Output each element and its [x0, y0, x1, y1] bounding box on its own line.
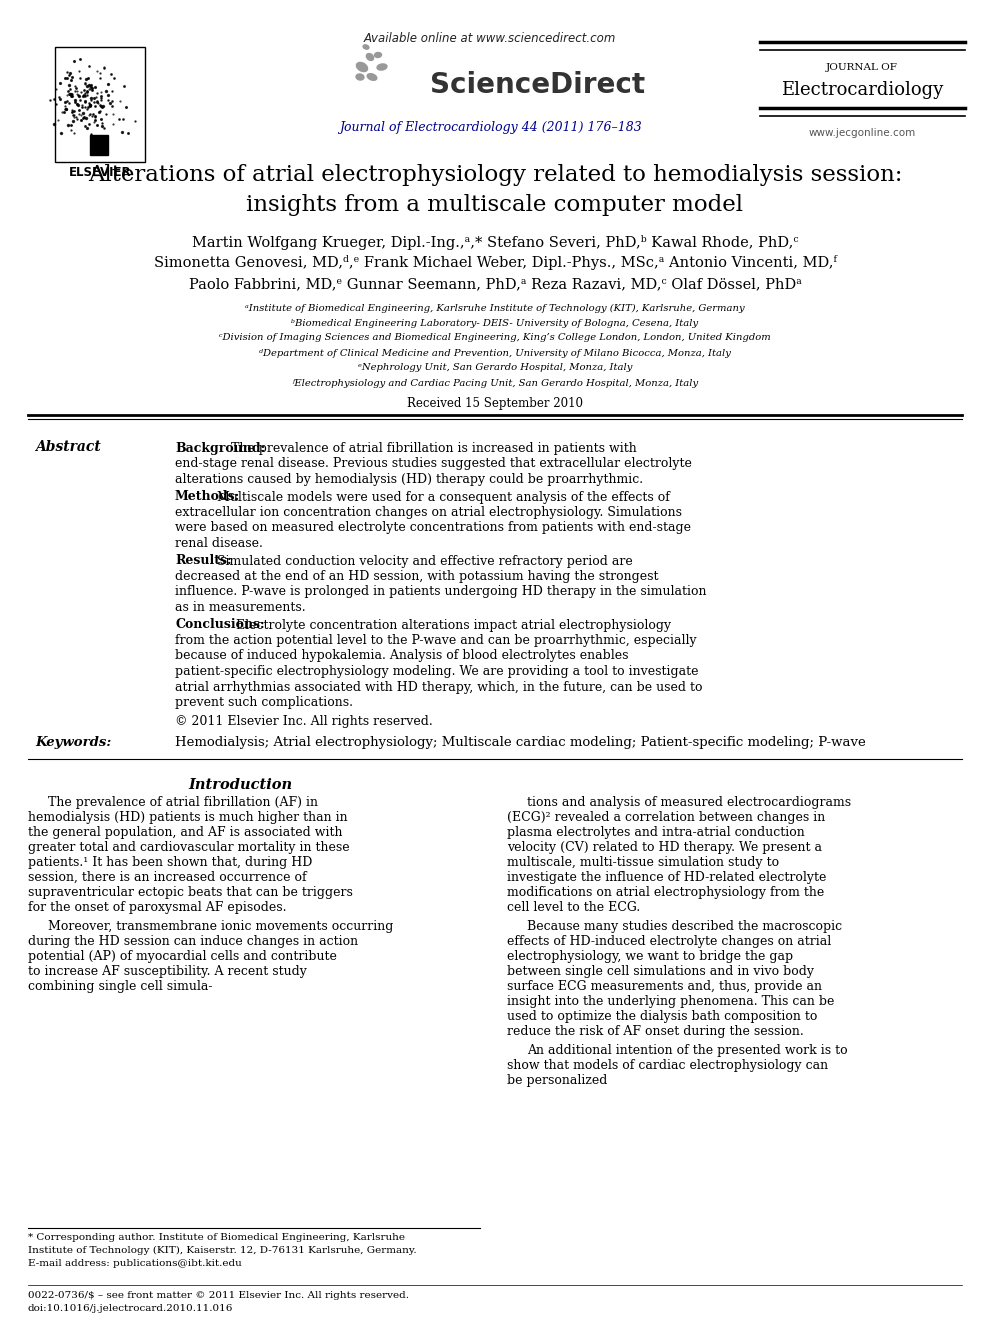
Text: session, there is an increased occurrence of: session, there is an increased occurrenc…: [28, 871, 307, 884]
Text: investigate the influence of HD-related electrolyte: investigate the influence of HD-related …: [507, 871, 827, 884]
Text: alterations caused by hemodialysis (HD) therapy could be proarrhythmic.: alterations caused by hemodialysis (HD) …: [175, 473, 644, 486]
Text: ᶜDivision of Imaging Sciences and Biomedical Engineering, King’s College London,: ᶜDivision of Imaging Sciences and Biomed…: [219, 334, 771, 342]
Text: ᵇBiomedical Engineering Laboratory- DEIS- University of Bologna, Cesena, Italy: ᵇBiomedical Engineering Laboratory- DEIS…: [291, 318, 699, 327]
Text: greater total and cardiovascular mortality in these: greater total and cardiovascular mortali…: [28, 841, 349, 854]
Text: hemodialysis (HD) patients is much higher than in: hemodialysis (HD) patients is much highe…: [28, 810, 347, 824]
Text: ᶠElectrophysiology and Cardiac Pacing Unit, San Gerardo Hospital, Monza, Italy: ᶠElectrophysiology and Cardiac Pacing Un…: [292, 379, 698, 388]
Text: Alterations of atrial electrophysiology related to hemodialysis session:: Alterations of atrial electrophysiology …: [88, 164, 902, 186]
Text: Available online at www.sciencedirect.com: Available online at www.sciencedirect.co…: [363, 32, 616, 45]
Text: from the action potential level to the P-wave and can be proarrhythmic, especial: from the action potential level to the P…: [175, 634, 697, 647]
Text: Results:: Results:: [175, 554, 232, 568]
Text: during the HD session can induce changes in action: during the HD session can induce changes…: [28, 935, 358, 948]
Text: potential (AP) of myocardial cells and contribute: potential (AP) of myocardial cells and c…: [28, 950, 337, 964]
Ellipse shape: [356, 62, 367, 71]
Text: the general population, and AF is associated with: the general population, and AF is associ…: [28, 826, 343, 840]
Text: reduce the risk of AF onset during the session.: reduce the risk of AF onset during the s…: [507, 1026, 804, 1038]
Text: Introduction: Introduction: [188, 777, 292, 792]
Text: Conclusions:: Conclusions:: [175, 619, 264, 631]
Text: doi:10.1016/j.jelectrocard.2010.11.016: doi:10.1016/j.jelectrocard.2010.11.016: [28, 1304, 234, 1313]
Text: combining single cell simula-: combining single cell simula-: [28, 979, 213, 993]
Text: insights from a multiscale computer model: insights from a multiscale computer mode…: [247, 194, 743, 216]
Text: Institute of Technology (KIT), Kaiserstr. 12, D-76131 Karlsruhe, Germany.: Institute of Technology (KIT), Kaiserstr…: [28, 1246, 417, 1255]
Text: multiscale, multi-tissue simulation study to: multiscale, multi-tissue simulation stud…: [507, 855, 779, 869]
Ellipse shape: [366, 54, 373, 61]
Text: Moreover, transmembrane ionic movements occurring: Moreover, transmembrane ionic movements …: [48, 920, 393, 933]
Text: atrial arrhythmias associated with HD therapy, which, in the future, can be used: atrial arrhythmias associated with HD th…: [175, 681, 703, 693]
Text: effects of HD-induced electrolyte changes on atrial: effects of HD-induced electrolyte change…: [507, 935, 832, 948]
Text: Paolo Fabbrini, MD,ᵉ Gunnar Seemann, PhD,ᵃ Reza Razavi, MD,ᶜ Olaf Dössel, PhDᵃ: Paolo Fabbrini, MD,ᵉ Gunnar Seemann, PhD…: [188, 277, 802, 290]
Text: modifications on atrial electrophysiology from the: modifications on atrial electrophysiolog…: [507, 886, 825, 899]
Text: influence. P-wave is prolonged in patients undergoing HD therapy in the simulati: influence. P-wave is prolonged in patien…: [175, 586, 707, 598]
Text: Electrolyte concentration alterations impact atrial electrophysiology: Electrolyte concentration alterations im…: [233, 619, 671, 631]
Text: © 2011 Elsevier Inc. All rights reserved.: © 2011 Elsevier Inc. All rights reserved…: [175, 714, 433, 727]
Text: (ECG)² revealed a correlation between changes in: (ECG)² revealed a correlation between ch…: [507, 810, 826, 824]
Text: Methods:: Methods:: [175, 491, 241, 503]
Text: JOURNAL OF: JOURNAL OF: [826, 62, 898, 71]
Text: renal disease.: renal disease.: [175, 537, 263, 550]
Text: supraventricular ectopic beats that can be triggers: supraventricular ectopic beats that can …: [28, 886, 352, 899]
Text: The prevalence of atrial fibrillation (AF) in: The prevalence of atrial fibrillation (A…: [48, 796, 318, 809]
Text: Keywords:: Keywords:: [35, 737, 111, 748]
Text: be personalized: be personalized: [507, 1074, 608, 1086]
Text: were based on measured electrolyte concentrations from patients with end-stage: were based on measured electrolyte conce…: [175, 521, 691, 535]
Text: ᵈDepartment of Clinical Medicine and Prevention, University of Milano Bicocca, M: ᵈDepartment of Clinical Medicine and Pre…: [259, 348, 731, 358]
Text: Hemodialysis; Atrial electrophysiology; Multiscale cardiac modeling; Patient-spe: Hemodialysis; Atrial electrophysiology; …: [175, 737, 865, 748]
Ellipse shape: [356, 74, 364, 81]
Text: as in measurements.: as in measurements.: [175, 601, 306, 614]
Text: 0022-0736/$ – see front matter © 2011 Elsevier Inc. All rights reserved.: 0022-0736/$ – see front matter © 2011 El…: [28, 1291, 409, 1300]
Text: Background:: Background:: [175, 442, 265, 455]
Text: decreased at the end of an HD session, with potassium having the strongest: decreased at the end of an HD session, w…: [175, 570, 658, 583]
Text: show that models of cardiac electrophysiology can: show that models of cardiac electrophysi…: [507, 1059, 828, 1072]
Text: Simulated conduction velocity and effective refractory period are: Simulated conduction velocity and effect…: [213, 554, 633, 568]
Text: used to optimize the dialysis bath composition to: used to optimize the dialysis bath compo…: [507, 1010, 818, 1023]
Ellipse shape: [367, 74, 377, 81]
Text: extracellular ion concentration changes on atrial electrophysiology. Simulations: extracellular ion concentration changes …: [175, 506, 682, 519]
Text: Simonetta Genovesi, MD,ᵈ,ᵉ Frank Michael Weber, Dipl.-Phys., MSc,ᵃ Antonio Vince: Simonetta Genovesi, MD,ᵈ,ᵉ Frank Michael…: [153, 256, 837, 271]
Text: The prevalence of atrial fibrillation is increased in patients with: The prevalence of atrial fibrillation is…: [228, 442, 638, 455]
Text: cell level to the ECG.: cell level to the ECG.: [507, 902, 641, 913]
Bar: [90, 135, 108, 154]
Text: Journal of Electrocardiology 44 (2011) 176–183: Journal of Electrocardiology 44 (2011) 1…: [339, 121, 642, 135]
Bar: [55, 48, 145, 162]
Text: Received 15 September 2010: Received 15 September 2010: [407, 397, 583, 411]
Ellipse shape: [377, 63, 387, 70]
Text: electrophysiology, we want to bridge the gap: electrophysiology, we want to bridge the…: [507, 950, 793, 964]
Text: between single cell simulations and in vivo body: between single cell simulations and in v…: [507, 965, 814, 978]
Text: patient-specific electrophysiology modeling. We are providing a tool to investig: patient-specific electrophysiology model…: [175, 665, 699, 678]
Text: plasma electrolytes and intra-atrial conduction: plasma electrolytes and intra-atrial con…: [507, 826, 805, 840]
Text: to increase AF susceptibility. A recent study: to increase AF susceptibility. A recent …: [28, 965, 307, 978]
Text: end-stage renal disease. Previous studies suggested that extracellular electroly: end-stage renal disease. Previous studie…: [175, 458, 692, 470]
Ellipse shape: [363, 45, 369, 49]
Text: Because many studies described the macroscopic: Because many studies described the macro…: [527, 920, 842, 933]
Text: velocity (CV) related to HD therapy. We present a: velocity (CV) related to HD therapy. We …: [507, 841, 822, 854]
Text: because of induced hypokalemia. Analysis of blood electrolytes enables: because of induced hypokalemia. Analysis…: [175, 649, 629, 663]
Text: surface ECG measurements and, thus, provide an: surface ECG measurements and, thus, prov…: [507, 979, 822, 993]
Text: ᵉNephrology Unit, San Gerardo Hospital, Monza, Italy: ᵉNephrology Unit, San Gerardo Hospital, …: [357, 363, 633, 372]
Text: www.jecgonline.com: www.jecgonline.com: [809, 128, 916, 139]
Text: Martin Wolfgang Krueger, Dipl.-Ing.,ᵃ,* Stefano Severi, PhD,ᵇ Kawal Rhode, PhD,ᶜ: Martin Wolfgang Krueger, Dipl.-Ing.,ᵃ,* …: [192, 235, 798, 249]
Text: An additional intention of the presented work is to: An additional intention of the presented…: [527, 1044, 847, 1057]
Text: for the onset of paroxysmal AF episodes.: for the onset of paroxysmal AF episodes.: [28, 902, 286, 913]
Text: prevent such complications.: prevent such complications.: [175, 696, 353, 709]
Ellipse shape: [374, 53, 381, 58]
Text: tions and analysis of measured electrocardiograms: tions and analysis of measured electroca…: [527, 796, 851, 809]
Text: insight into the underlying phenomena. This can be: insight into the underlying phenomena. T…: [507, 995, 835, 1008]
Text: Electrocardiology: Electrocardiology: [781, 81, 943, 99]
Text: E-mail address: publications@ibt.kit.edu: E-mail address: publications@ibt.kit.edu: [28, 1259, 242, 1269]
Text: ᵃInstitute of Biomedical Engineering, Karlsruhe Institute of Technology (KIT), K: ᵃInstitute of Biomedical Engineering, Ka…: [246, 304, 744, 313]
Text: ELSEVIER: ELSEVIER: [68, 165, 132, 178]
Text: ScienceDirect: ScienceDirect: [430, 71, 645, 99]
Text: Abstract: Abstract: [35, 440, 101, 454]
Text: Multiscale models were used for a consequent analysis of the effects of: Multiscale models were used for a conseq…: [213, 491, 670, 503]
Text: * Corresponding author. Institute of Biomedical Engineering, Karlsruhe: * Corresponding author. Institute of Bio…: [28, 1233, 405, 1242]
Text: patients.¹ It has been shown that, during HD: patients.¹ It has been shown that, durin…: [28, 855, 313, 869]
